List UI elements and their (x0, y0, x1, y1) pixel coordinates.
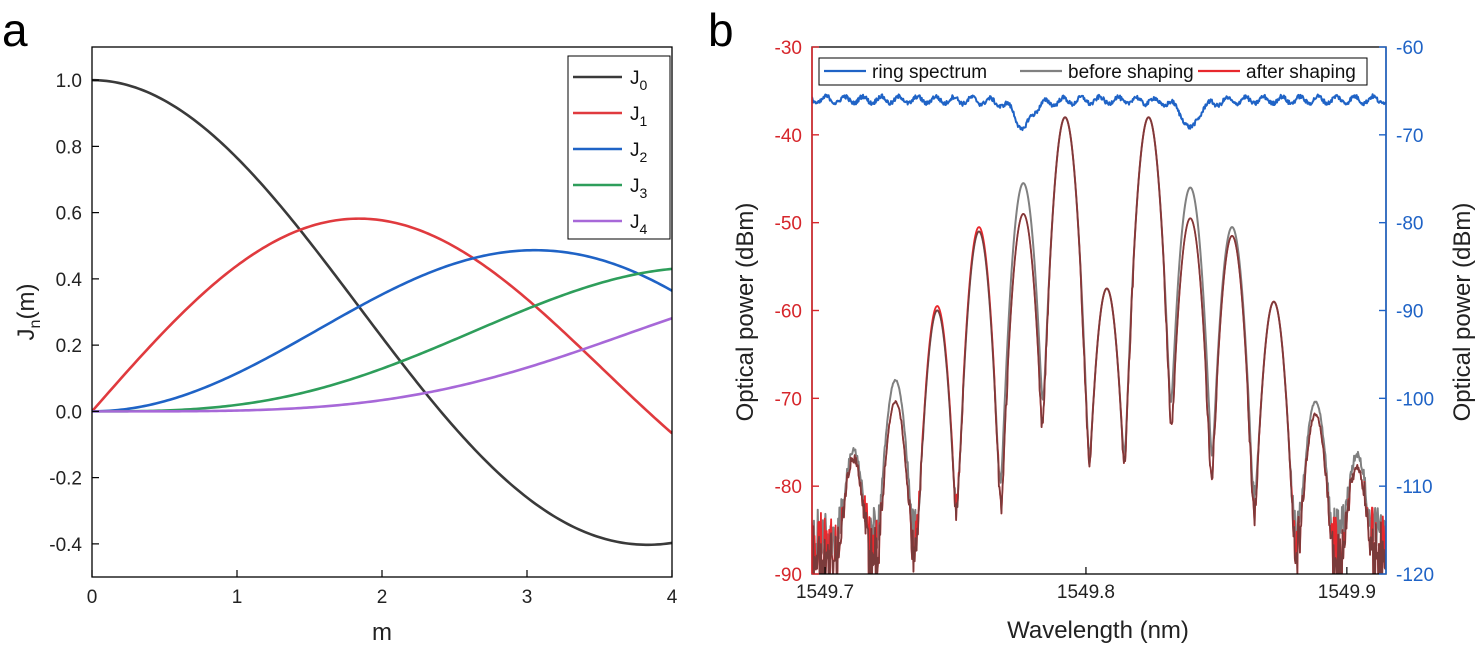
y-label-tail: (m) (13, 284, 40, 320)
spectrum-traces (812, 93, 1386, 574)
panel-a-letter: a (2, 4, 28, 56)
legend-label-J2: J2 (630, 140, 648, 165)
y-left-tick-label: -70 (775, 389, 802, 410)
legend-box-a (567, 55, 671, 240)
series-line-J2 (92, 248, 672, 413)
overlap-trace (812, 116, 1386, 574)
before-shaping-trace (812, 116, 1386, 570)
legend-label-main: J (630, 212, 640, 233)
legend-label-J4: J4 (630, 212, 648, 237)
y-tick-label: 1.0 (56, 71, 82, 92)
y-left-tick-label: -40 (775, 126, 802, 147)
y-right-tick-label: -60 (1396, 38, 1423, 59)
bessel-curves (92, 78, 672, 547)
y-left-tick-label: -80 (775, 477, 802, 498)
y-right-tick-label: -70 (1396, 126, 1423, 147)
plot-frame-b (811, 46, 1387, 575)
legend-label-main: J (630, 176, 640, 197)
legend-label-J0: J0 (630, 68, 648, 93)
y-right-tick-label: -100 (1396, 389, 1434, 410)
legend-label-main: J (630, 104, 640, 125)
x-axis-label-b: Wavelength (nm) (1007, 617, 1189, 644)
legend-label-sub: 0 (640, 77, 648, 93)
y-tick-label: 0.4 (56, 270, 83, 291)
legend-label-main: J (630, 68, 640, 89)
x-axis-a: 0 1 2 3 4 (87, 570, 678, 608)
legend-label-sub: 2 (640, 149, 648, 165)
legend-b: ring spectrum before shaping after shaping (818, 57, 1368, 86)
x-tick-label: 3 (522, 587, 533, 608)
y-axis-label-left-b: Optical power (dBm) (732, 203, 759, 422)
y-left-tick-label: -50 (775, 214, 802, 235)
y-tick-label: -0.2 (49, 469, 82, 490)
y-axis-label-right-b: Optical power (dBm) (1449, 203, 1476, 422)
x-tick-label: 1549.8 (1057, 582, 1115, 603)
x-tick-label: 4 (667, 587, 678, 608)
panel-b-letter: b (708, 4, 734, 56)
spectrum-chart: 1549.7 1549.8 1549.9 -90 -80 -70 -60 -50 -40 -30… (732, 38, 1476, 644)
y-right-tick-label: -80 (1396, 214, 1423, 235)
y-axis-a: -0.4 -0.2 0.0 0.2 0.4 0.6 0.8 1.0 (49, 71, 99, 556)
legend-label-1: before shaping (1068, 62, 1194, 83)
y-tick-label: 0.2 (56, 336, 82, 357)
y-left-tick-label: -30 (775, 38, 802, 59)
legend-label-sub: 3 (640, 185, 648, 201)
legend-box-b (818, 57, 1368, 86)
y-right-tick-label: -120 (1396, 565, 1434, 586)
x-axis-label-a: m (372, 619, 392, 645)
series-line-J1 (92, 217, 672, 435)
y-tick-label: 0.8 (56, 137, 82, 158)
y-tick-label: -0.4 (49, 535, 82, 556)
y-axis-left-b: -90 -80 -70 -60 -50 -40 -30 (775, 38, 819, 586)
y-tick-label: 0.6 (56, 204, 82, 225)
x-tick-label: 0 (87, 587, 98, 608)
x-tick-label: 1549.7 (796, 582, 854, 603)
y-axis-right-b: -120 -110 -100 -90 -80 -70 -60 (1379, 38, 1434, 586)
legend-label-0: ring spectrum (872, 62, 987, 83)
legend-label-sub: 1 (640, 113, 648, 129)
y-left-tick-label: -60 (775, 302, 802, 323)
y-right-tick-label: -90 (1396, 302, 1423, 323)
ring-spectrum-trace (812, 93, 1386, 132)
y-right-tick-label: -110 (1396, 477, 1433, 498)
legend-label-sub: 4 (640, 221, 648, 237)
y-label-main: J (13, 328, 40, 340)
legend-label-2: after shaping (1246, 62, 1356, 83)
series-line-J3 (92, 267, 672, 413)
y-left-tick-label: -90 (775, 565, 802, 586)
y-label-sub: n (27, 320, 44, 329)
legend-label-J1: J1 (630, 104, 648, 129)
x-tick-label: 2 (377, 587, 388, 608)
series-line-J0 (92, 78, 672, 547)
y-axis-label-a: Jn(m) (13, 284, 44, 341)
y-tick-label: 0.0 (56, 402, 82, 423)
bessel-chart: 0 1 2 3 4 -0.4 -0.2 0.0 0.2 0.4 0.6 0.8 1.0 m Jn(m)… (13, 46, 678, 645)
x-tick-label: 1549.9 (1318, 582, 1376, 603)
x-axis-b: 1549.7 1549.8 1549.9 (796, 567, 1376, 603)
series-line-J4 (92, 317, 672, 413)
legend-label-J3: J3 (630, 176, 648, 201)
legend-label-main: J (630, 140, 640, 161)
x-tick-label: 1 (232, 587, 243, 608)
